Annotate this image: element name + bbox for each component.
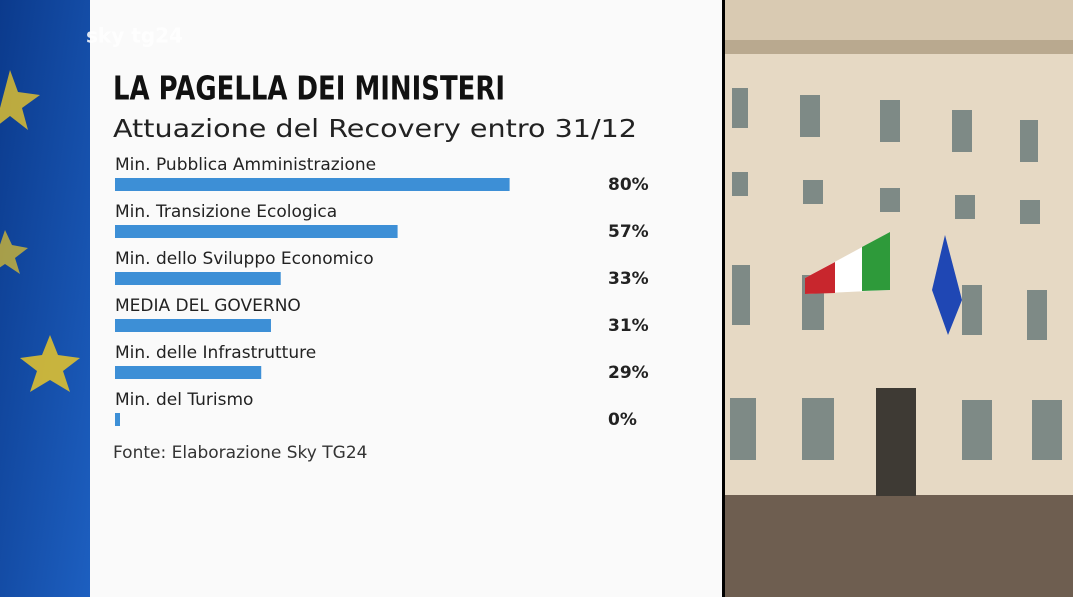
category-label: Min. del Turismo <box>115 390 253 410</box>
square <box>725 495 1073 597</box>
bar <box>115 366 262 379</box>
panel <box>90 0 722 597</box>
italian-flag-red <box>805 262 835 294</box>
windows <box>730 88 1062 496</box>
bar <box>115 319 271 332</box>
bars: Min. Pubblica Amministrazione 80% Min. Tra… <box>115 155 649 430</box>
value-label: 31% <box>608 316 649 336</box>
value-label: 80% <box>608 175 649 195</box>
star <box>0 70 40 130</box>
chart-subtitle: Attuazione del Recovery entro 31/12 <box>113 114 637 143</box>
bar <box>115 225 398 238</box>
bar <box>115 413 120 426</box>
bar <box>115 178 510 191</box>
chart-title: LA PAGELLA DEI MINISTERI <box>113 69 505 108</box>
star <box>20 335 80 392</box>
value-label: 29% <box>608 363 649 383</box>
category-label: MEDIA DEL GOVERNO <box>115 296 301 316</box>
value-label: 0% <box>608 410 637 430</box>
bar <box>115 272 281 285</box>
value-label: 57% <box>608 222 649 242</box>
eu-flag <box>932 235 962 335</box>
value-label: 33% <box>608 269 649 289</box>
cornice <box>725 40 1073 54</box>
italian-flag-green <box>862 232 890 291</box>
category-label: Min. delle Infrastrutture <box>115 343 316 363</box>
star <box>0 230 28 274</box>
category-label: Min. dello Sviluppo Economico <box>115 249 374 269</box>
category-label: Min. Pubblica Amministrazione <box>115 155 376 175</box>
logo: sky tg24 <box>86 24 183 48</box>
photo-top <box>725 0 1073 40</box>
source: Fonte: Elaborazione Sky TG24 <box>113 443 367 463</box>
category-label: Min. Transizione Ecologica <box>115 202 337 222</box>
